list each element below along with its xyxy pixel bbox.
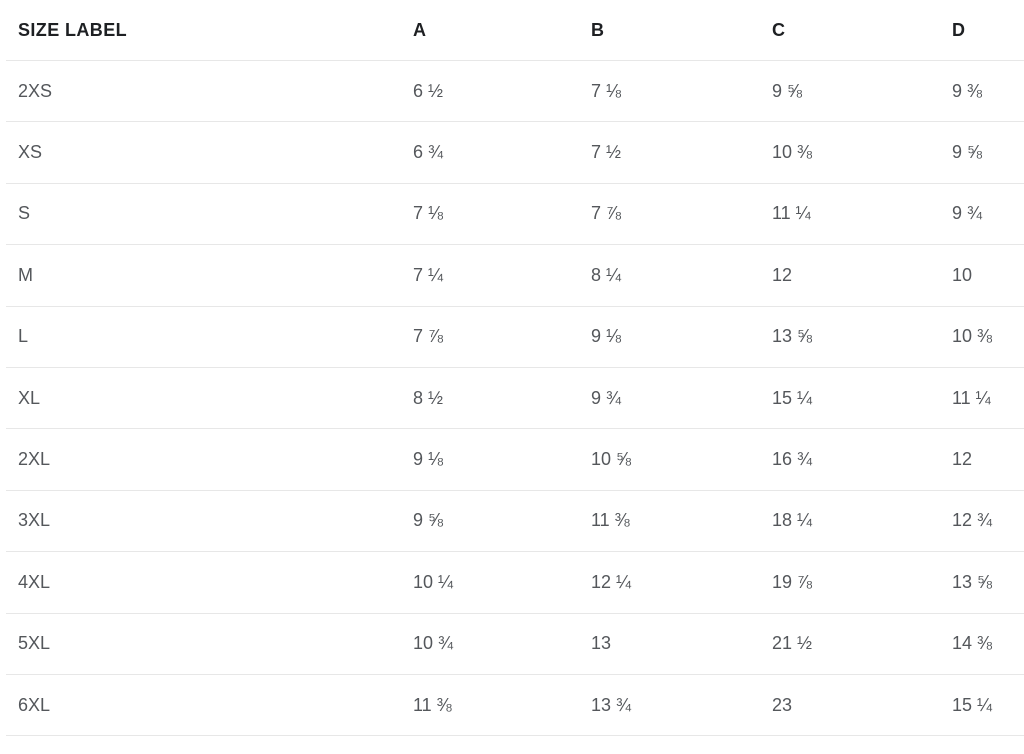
measurement-cell: 8 ½ [413, 367, 591, 430]
column-header-b: B [591, 0, 772, 61]
measurement-cell: 13 [591, 613, 772, 675]
table-row: 2XL 9 ⅛ 10 ⅝ 16 ¾ 12 [6, 428, 1024, 491]
measurement-cell: 7 ½ [591, 121, 772, 184]
measurement-cell: 10 ¾ [413, 613, 591, 675]
size-label-cell: L [6, 306, 413, 368]
measurement-cell: 15 ¼ [772, 367, 952, 430]
size-chart-header: SIZE LABEL A B C D [6, 0, 1024, 61]
size-label-cell: 4XL [6, 551, 413, 614]
table-row: 3XL 9 ⅝ 11 ⅜ 18 ¼ 12 ¾ [6, 490, 1024, 553]
measurement-cell: 12 [772, 244, 952, 307]
measurement-cell: 10 ⅜ [952, 306, 1024, 368]
measurement-cell: 7 ⅞ [413, 306, 591, 368]
size-label-cell: 5XL [6, 613, 413, 675]
column-header-a: A [413, 0, 591, 61]
measurement-cell: 11 ⅜ [591, 490, 772, 553]
size-label-cell: S [6, 183, 413, 246]
measurement-cell: 11 ¼ [952, 367, 1024, 430]
measurement-cell: 9 ⅛ [413, 428, 591, 491]
measurement-cell: 13 ⅝ [772, 306, 952, 368]
measurement-cell: 7 ¼ [413, 244, 591, 307]
measurement-cell: 23 [772, 674, 952, 737]
measurement-cell: 10 ⅝ [591, 428, 772, 491]
measurement-cell: 6 ½ [413, 60, 591, 123]
size-label-cell: 2XL [6, 428, 413, 491]
table-row: 4XL 10 ¼ 12 ¼ 19 ⅞ 13 ⅝ [6, 551, 1024, 614]
measurement-cell: 11 ⅜ [413, 674, 591, 737]
measurement-cell: 7 ⅛ [413, 183, 591, 246]
measurement-cell: 18 ¼ [772, 490, 952, 553]
size-label-cell: 6XL [6, 674, 413, 737]
measurement-cell: 9 ⅝ [413, 490, 591, 553]
measurement-cell: 9 ⅝ [772, 60, 952, 123]
table-row: 6XL 11 ⅜ 13 ¾ 23 15 ¼ [6, 674, 1024, 737]
measurement-cell: 16 ¾ [772, 428, 952, 491]
measurement-cell: 9 ⅜ [952, 60, 1024, 123]
measurement-cell: 13 ⅝ [952, 551, 1024, 614]
measurement-cell: 7 ⅞ [591, 183, 772, 246]
measurement-cell: 7 ⅛ [591, 60, 772, 123]
measurement-cell: 19 ⅞ [772, 551, 952, 614]
measurement-cell: 9 ⅛ [591, 306, 772, 368]
measurement-cell: 21 ½ [772, 613, 952, 675]
size-label-cell: XL [6, 367, 413, 430]
column-header-size-label: SIZE LABEL [6, 0, 413, 61]
measurement-cell: 9 ¾ [952, 183, 1024, 246]
measurement-cell: 8 ¼ [591, 244, 772, 307]
measurement-cell: 12 ¾ [952, 490, 1024, 553]
size-label-cell: XS [6, 121, 413, 184]
measurement-cell: 10 ⅜ [772, 121, 952, 184]
measurement-cell: 10 ¼ [413, 551, 591, 614]
measurement-cell: 10 [952, 244, 1024, 307]
measurement-cell: 12 ¼ [591, 551, 772, 614]
header-row: SIZE LABEL A B C D [6, 0, 1024, 61]
measurement-cell: 12 [952, 428, 1024, 491]
measurement-cell: 6 ¾ [413, 121, 591, 184]
size-label-cell: M [6, 244, 413, 307]
size-label-cell: 2XS [6, 60, 413, 123]
column-header-d: D [952, 0, 1024, 61]
measurement-cell: 9 ¾ [591, 367, 772, 430]
column-header-c: C [772, 0, 952, 61]
table-row: 5XL 10 ¾ 13 21 ½ 14 ⅜ [6, 613, 1024, 675]
measurement-cell: 14 ⅜ [952, 613, 1024, 675]
measurement-cell: 15 ¼ [952, 674, 1024, 737]
measurement-cell: 13 ¾ [591, 674, 772, 737]
measurement-cell: 9 ⅝ [952, 121, 1024, 184]
size-label-cell: 3XL [6, 490, 413, 553]
measurement-cell: 11 ¼ [772, 183, 952, 246]
